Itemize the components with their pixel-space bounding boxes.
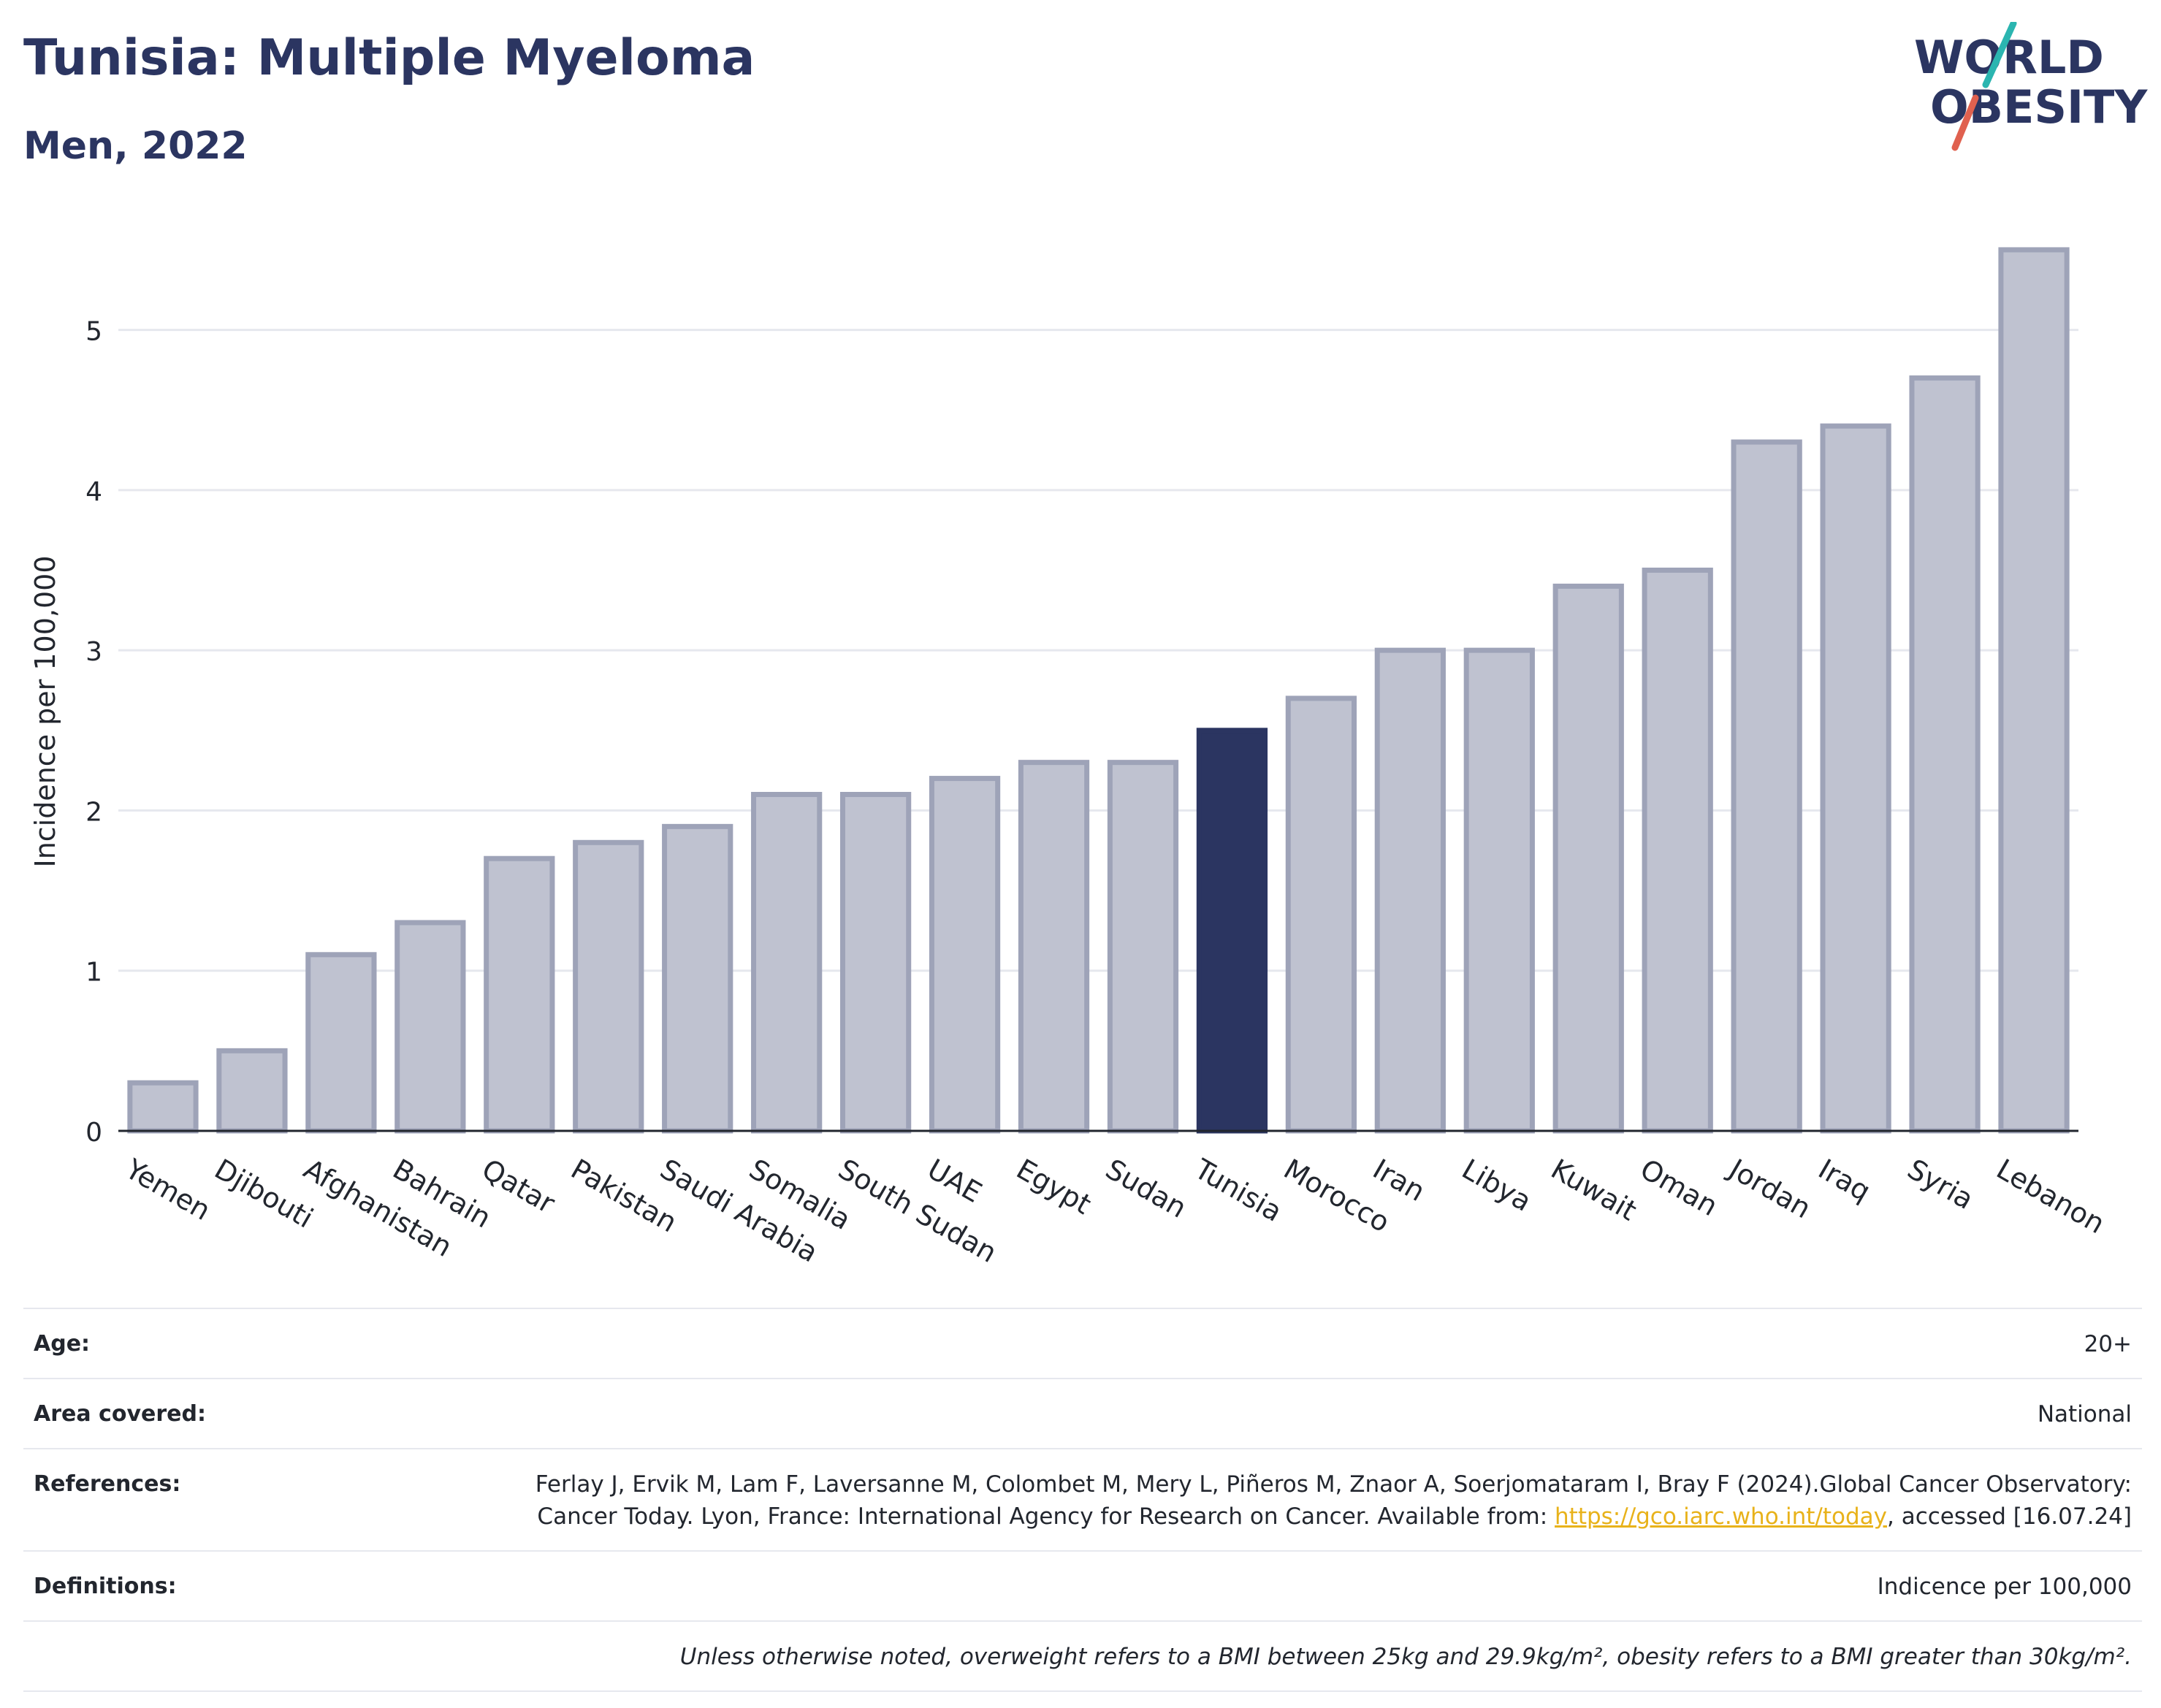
bar-iraq xyxy=(1820,423,1891,1134)
bar-egypt xyxy=(1018,760,1090,1134)
x-tick-label: Djibouti xyxy=(209,1153,319,1235)
bar-iran xyxy=(1374,647,1446,1134)
bars xyxy=(127,247,2070,1134)
bar-morocco xyxy=(1285,695,1357,1134)
meta-row-note: Unless otherwise noted, overweight refer… xyxy=(23,1620,2142,1692)
bar-somalia xyxy=(751,792,823,1134)
bar-pakistan xyxy=(573,839,644,1134)
references-link[interactable]: https://gco.iarc.who.int/today xyxy=(1555,1503,1887,1530)
references-value: Ferlay J, Ervik M, Lam F, Laversanne M, … xyxy=(451,1468,2132,1533)
bar-libya xyxy=(1463,647,1535,1134)
references-tail: , accessed [16.07.24] xyxy=(1886,1503,2132,1530)
meta-row-age: Age: 20+ xyxy=(23,1308,2142,1378)
y-tick-label: 2 xyxy=(85,797,102,827)
x-tick-label: Sudan xyxy=(1100,1153,1192,1224)
definitions-value: Indicence per 100,000 xyxy=(1877,1574,2132,1600)
y-axis-label: Incidence per 100,000 xyxy=(29,555,61,867)
bar-uae xyxy=(929,776,1001,1134)
logo-slash-teal xyxy=(1982,22,2017,88)
world-obesity-logo: WORLD OBESITY xyxy=(1914,22,2148,151)
meta-row-references: References: Ferlay J, Ervik M, Lam F, La… xyxy=(23,1448,2142,1550)
bar-yemen xyxy=(127,1080,199,1134)
bar-chart: 012345YemenDjiboutiAfghanistanBahrainQat… xyxy=(29,247,2111,1269)
bar-syria xyxy=(1909,375,1981,1134)
bar-lebanon xyxy=(1998,247,2070,1134)
x-tick-label: Afghanistan xyxy=(298,1153,457,1263)
area-value: National xyxy=(2037,1401,2132,1427)
bar-kuwait xyxy=(1552,583,1624,1134)
x-tick-label: Oman xyxy=(1635,1153,1723,1222)
bar-jordan xyxy=(1731,439,1802,1134)
x-tick-label: Libya xyxy=(1457,1153,1537,1218)
bar-qatar xyxy=(484,855,555,1134)
age-value: 20+ xyxy=(2084,1331,2132,1357)
chart-title: Tunisia: Multiple Myeloma xyxy=(23,29,755,87)
bar-afghanistan xyxy=(305,952,377,1134)
x-tick-label: Egypt xyxy=(1011,1153,1097,1221)
logo-slash-red xyxy=(1951,94,1979,151)
y-tick-label: 3 xyxy=(85,637,102,667)
y-tick-label: 5 xyxy=(85,317,102,347)
bmi-note: Unless otherwise noted, overweight refer… xyxy=(679,1644,2132,1670)
bar-bahrain xyxy=(395,920,466,1134)
y-tick-label: 4 xyxy=(85,477,102,507)
age-label: Age: xyxy=(34,1331,91,1357)
y-tick-label: 0 xyxy=(85,1118,102,1148)
definitions-label: Definitions: xyxy=(34,1574,177,1599)
x-tick-label: Lebanon xyxy=(1992,1153,2111,1240)
y-tick-label: 1 xyxy=(85,958,102,988)
x-tick-label: Kuwait xyxy=(1546,1153,1642,1227)
references-label: References: xyxy=(34,1471,181,1497)
x-tick-label: Iraq xyxy=(1813,1153,1876,1208)
x-tick-label: Jordan xyxy=(1723,1152,1816,1225)
metadata-table: Age: 20+ Area covered: National Referenc… xyxy=(23,1308,2142,1692)
meta-row-area: Area covered: National xyxy=(23,1378,2142,1448)
bar-south-sudan xyxy=(839,792,912,1134)
x-tick-label: Yemen xyxy=(120,1152,216,1227)
bar-oman xyxy=(1642,568,1713,1134)
x-tick-label: Syria xyxy=(1902,1153,1979,1216)
x-tick-label: South Sudan xyxy=(833,1153,1002,1269)
bar-sudan xyxy=(1107,760,1179,1134)
references-text: Ferlay J, Ervik M, Lam F, Laversanne M, … xyxy=(535,1471,2132,1530)
bar-saudi-arabia xyxy=(662,823,733,1134)
meta-row-definitions: Definitions: Indicence per 100,000 xyxy=(23,1550,2142,1620)
chart-subtitle: Men, 2022 xyxy=(23,124,248,168)
bar-djibouti xyxy=(216,1048,288,1134)
x-tick-label: Iran xyxy=(1368,1153,1430,1208)
x-tick-label: Tunisia xyxy=(1189,1152,1287,1228)
bar-tunisia xyxy=(1196,728,1268,1134)
area-label: Area covered: xyxy=(34,1401,206,1427)
